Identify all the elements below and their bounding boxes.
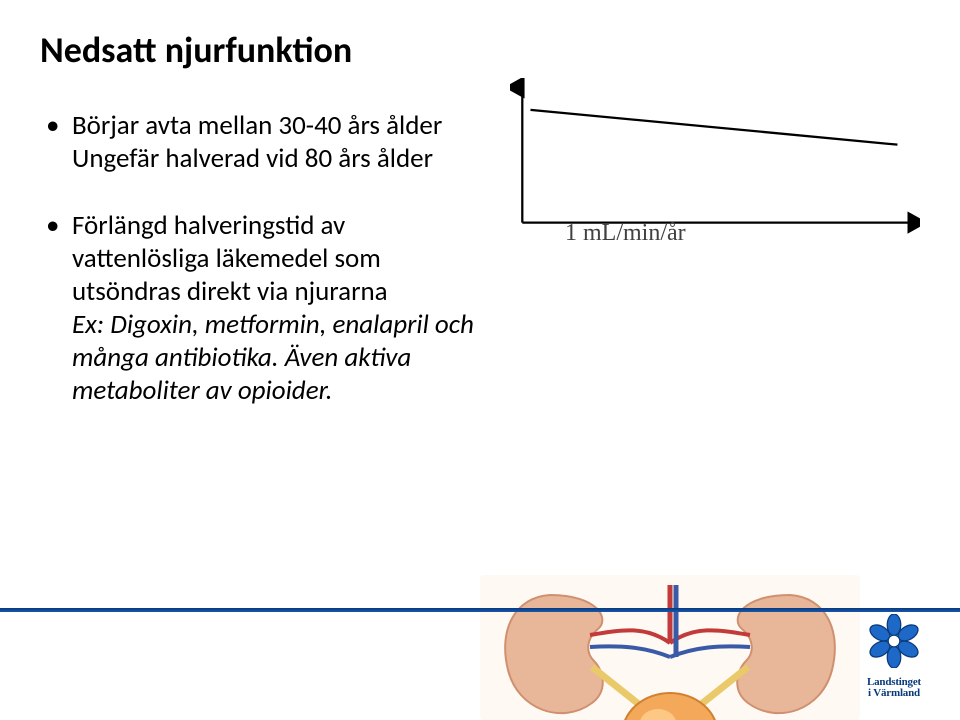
decline-chart xyxy=(510,78,920,238)
bullet-text: Förlängd halveringstid av vattenlösliga … xyxy=(72,209,388,308)
bullet-text: Börjar avta mellan 30-40 års ålder xyxy=(72,109,442,142)
chart-caption: 1 mL/min/år xyxy=(565,220,686,247)
kidney-illustration xyxy=(480,575,860,720)
logo-line1: Landstinget xyxy=(867,676,921,688)
org-logo: Landstinget i Värmland xyxy=(850,614,938,700)
page-title: Nedsatt njurfunktion xyxy=(40,28,352,72)
footer-divider xyxy=(0,608,960,612)
bullet-example: Ex: Digoxin, metformin, enalapril och må… xyxy=(72,308,474,407)
slide: Nedsatt njurfunktion Börjar avta mellan … xyxy=(0,0,960,720)
bullet-item: Börjar avta mellan 30-40 års ålder Ungef… xyxy=(46,110,486,176)
bullet-item: Förlängd halveringstid av vattenlösliga … xyxy=(46,210,486,408)
logo-line2: i Värmland xyxy=(868,687,920,699)
bullet-list: Börjar avta mellan 30-40 års ålder Ungef… xyxy=(46,110,486,442)
data-line xyxy=(531,110,898,145)
logo-emblem-icon xyxy=(867,614,921,668)
bullet-text: Ungefär halverad vid 80 års ålder xyxy=(72,142,433,175)
logo-text: Landstinget i Värmland xyxy=(850,677,938,700)
